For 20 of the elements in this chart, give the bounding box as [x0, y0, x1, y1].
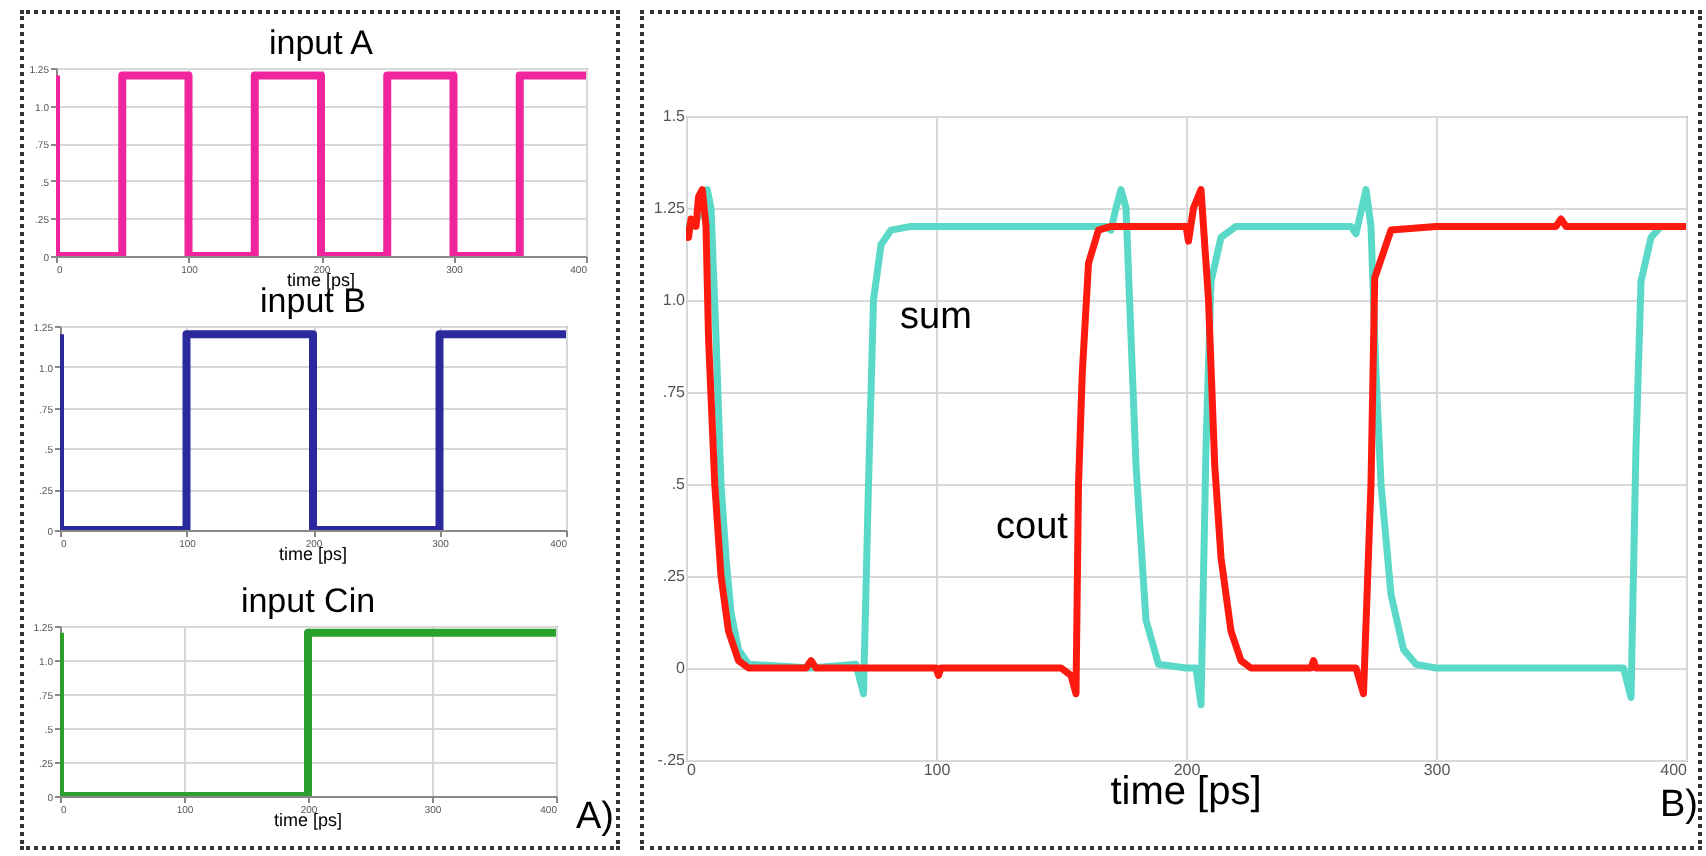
x-axis-title: time [ps]: [273, 810, 343, 830]
y-tick-label: .25: [662, 567, 687, 585]
y-tick-label: .5: [671, 475, 687, 493]
x-tick-label: 400: [1660, 761, 1689, 779]
text: A): [576, 796, 614, 838]
x-tick-label: 200: [1173, 761, 1202, 779]
text: B): [1660, 784, 1698, 826]
series-label: sum: [900, 296, 972, 338]
y-tick-label: 1.0: [662, 291, 687, 309]
y-tick-label: .75: [662, 383, 687, 401]
chart-title: input A: [269, 24, 375, 62]
y-tick-label: 1.25: [653, 199, 687, 217]
y-tick-label: 0: [676, 659, 687, 677]
y-tick-label: 1.5: [662, 107, 687, 125]
x-axis-title: time [ps]: [278, 544, 348, 564]
chart-title: input Cin: [240, 582, 376, 620]
series-label: cout: [996, 506, 1070, 548]
x-tick-label: 100: [923, 761, 952, 779]
x-tick-label: 300: [1423, 761, 1452, 779]
y-tick-label: -.25: [657, 751, 687, 769]
